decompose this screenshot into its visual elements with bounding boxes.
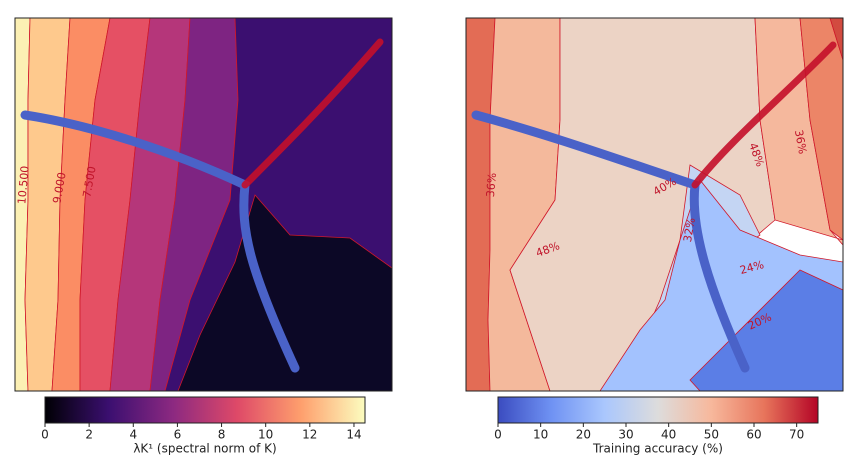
contour-label: 9.000 [50,171,68,204]
tick-label: 10 [533,428,548,442]
colorbar-label: λK¹ (spectral norm of K) [133,442,276,456]
contour-band [177,194,392,391]
trajectory [691,41,837,189]
tick-label: 20 [576,428,591,442]
contour-label: 10.500 [15,165,31,204]
trajectory [241,38,384,189]
tick-label: 2 [85,428,93,442]
tick-label: 6 [174,428,182,442]
plot-frame [465,17,844,392]
tick-label: 0 [41,428,49,442]
tick-label: 60 [746,428,761,442]
tick-label: 50 [704,428,719,442]
tick-label: 14 [346,428,361,442]
tick-label: 12 [302,428,317,442]
tick-label: 0 [494,428,502,442]
contour-plot [466,18,843,391]
contour-label: 7.500 [80,165,98,198]
contour-band [799,18,843,241]
contour-label: 36% [484,172,499,197]
colorbar [497,396,819,424]
tick-label: 70 [789,428,804,442]
tick-label: 4 [129,428,137,442]
contour-band [689,269,843,391]
contour-label: 24% [738,258,765,277]
colorbar [44,396,366,424]
tick-label: 40 [661,428,676,442]
colorbar-label: Training accuracy (%) [592,442,723,456]
plot-frame [14,17,393,392]
tick-label: 10 [258,428,273,442]
tick-label: 8 [218,428,226,442]
contour-plot [15,18,392,391]
contour-label: 36% [792,129,809,155]
contour-band [829,18,843,61]
tick-label: 30 [618,428,633,442]
contour-label: 32% [681,217,698,243]
